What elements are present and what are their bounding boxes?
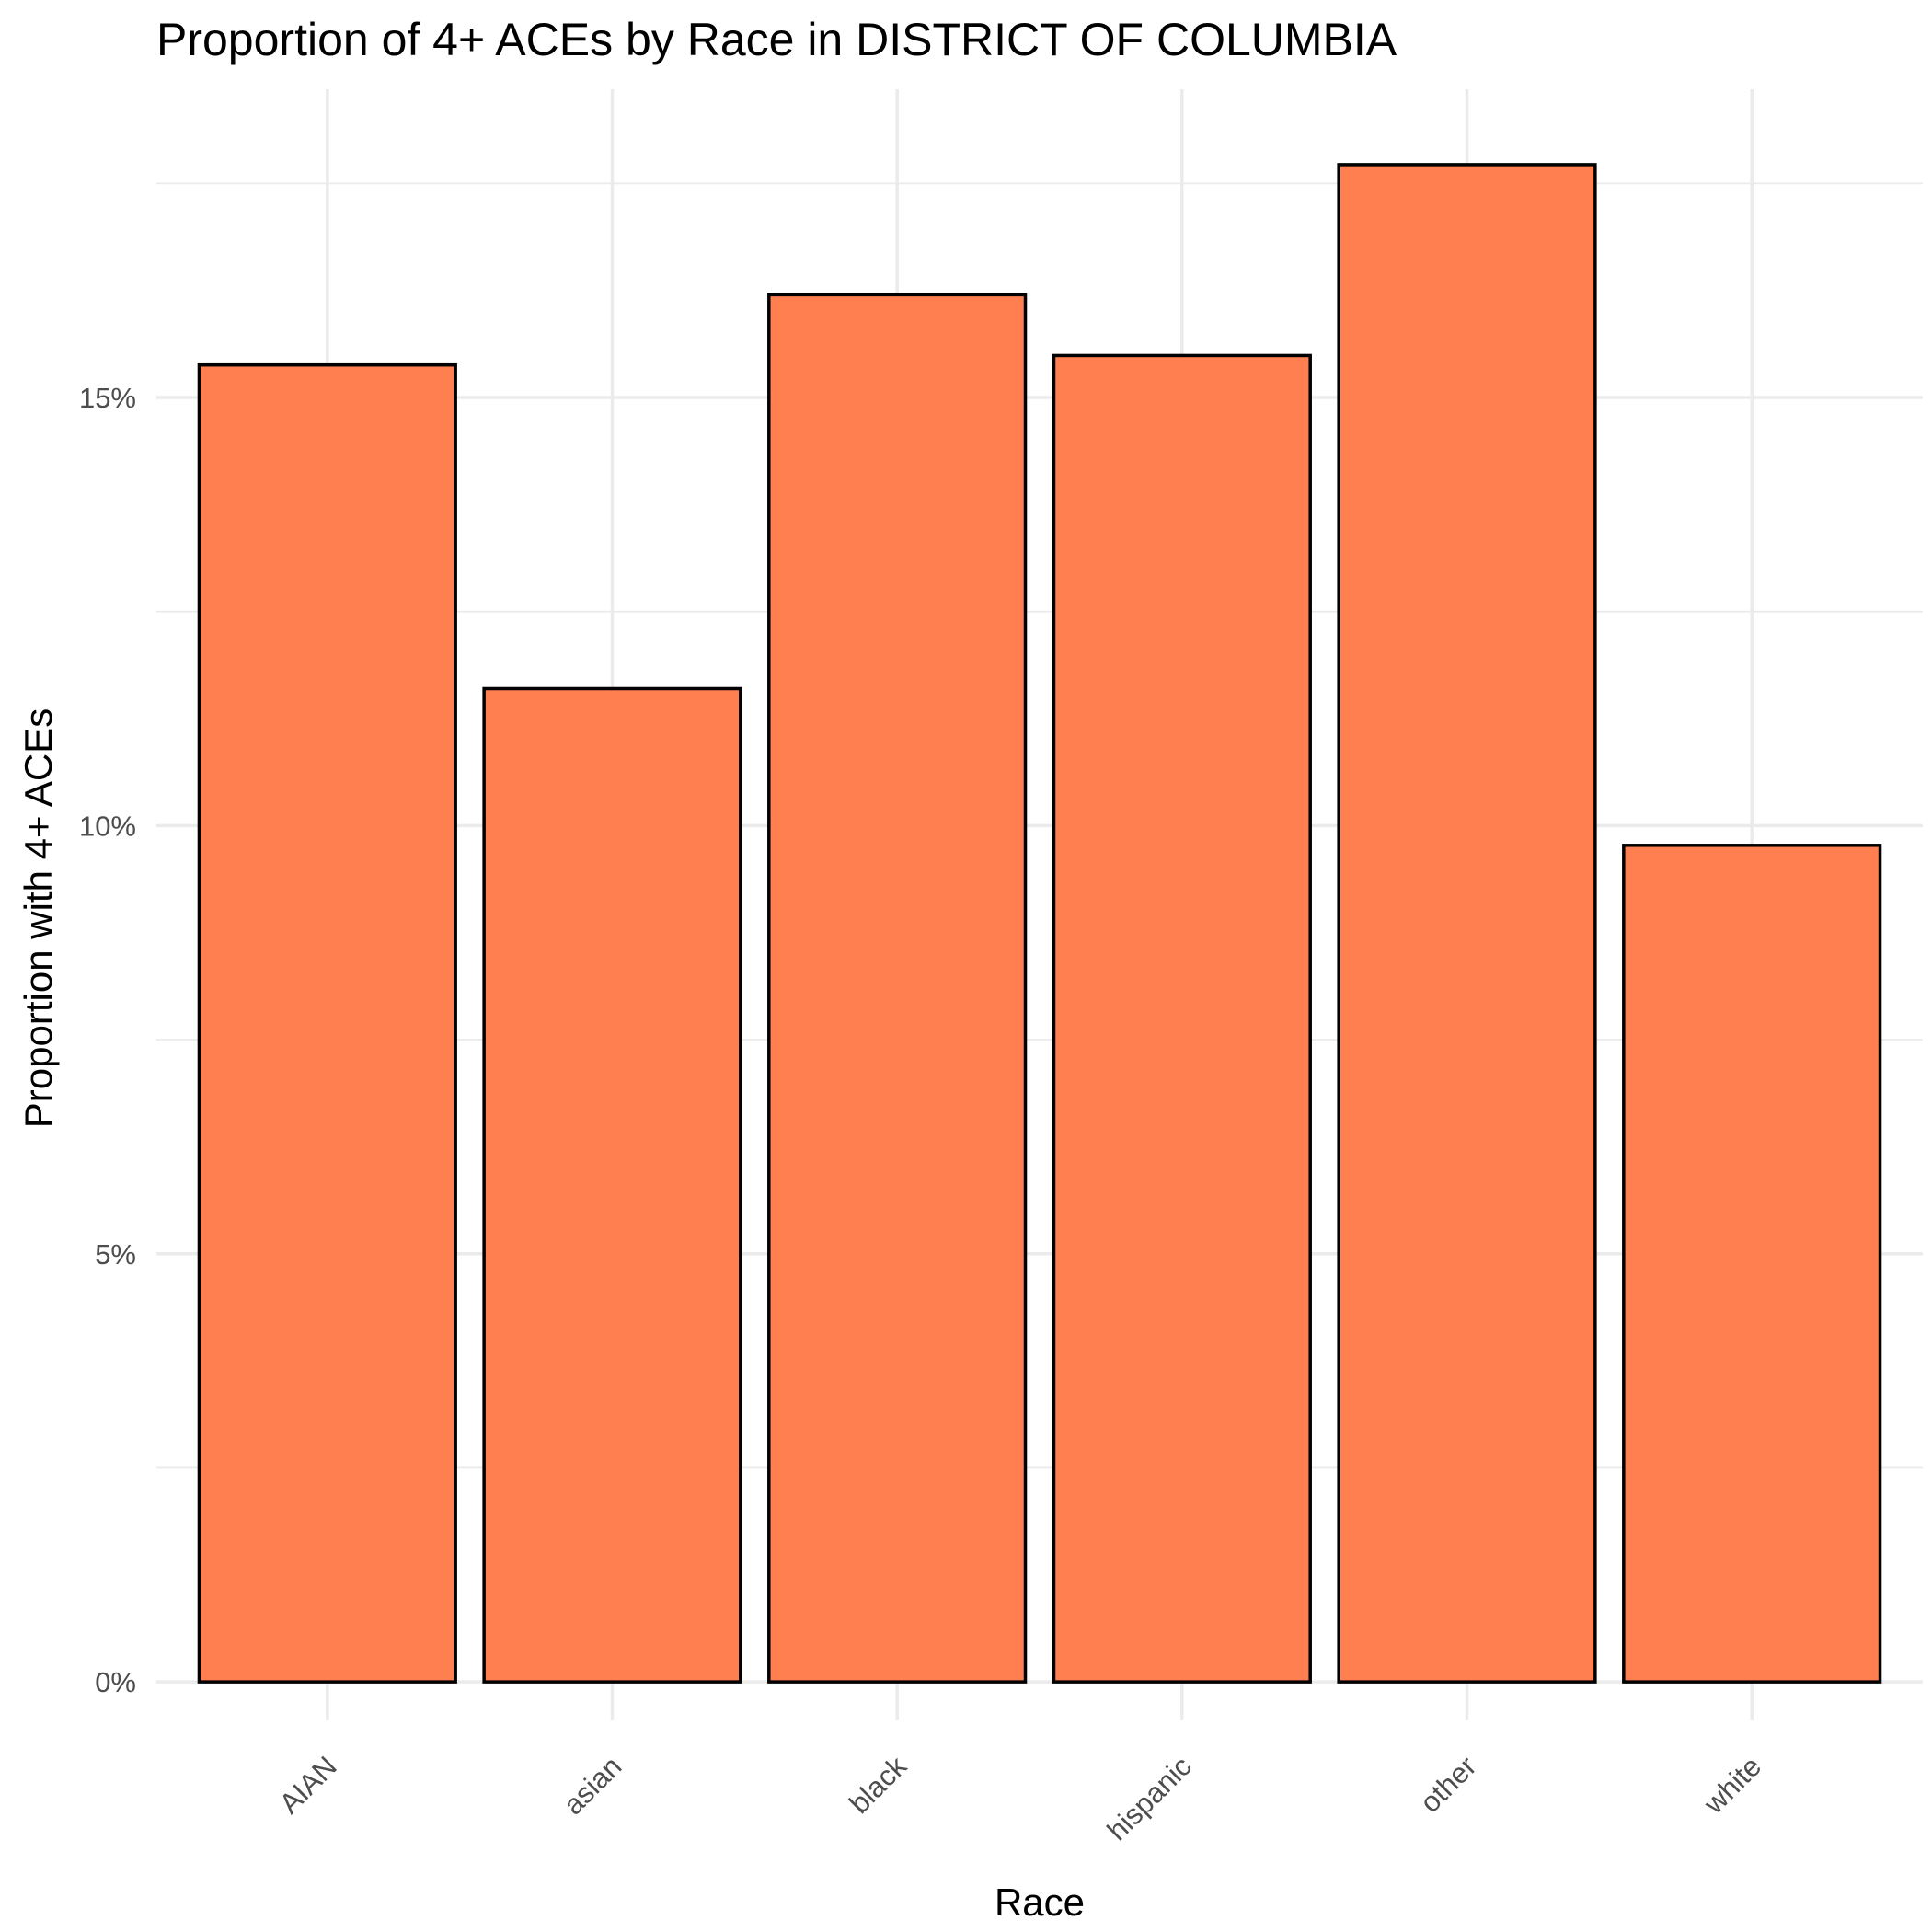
x-axis-tick-labels: AIAN asian black hispanic other white — [273, 1750, 1767, 1847]
y-tick-label: 5% — [95, 1238, 136, 1271]
y-tick-label: 10% — [79, 810, 136, 842]
x-tick-label: other — [1414, 1750, 1483, 1819]
x-tick-label: white — [1697, 1750, 1768, 1821]
y-axis-title: Proportion with 4+ ACEs — [17, 708, 60, 1128]
bar-other — [1337, 163, 1597, 1684]
y-axis-tick-labels: 0% 5% 10% 15% — [79, 382, 136, 1698]
y-tick-label: 0% — [95, 1666, 136, 1698]
x-tick-label: AIAN — [273, 1750, 343, 1820]
bars — [197, 163, 1882, 1684]
y-tick-label: 15% — [79, 382, 136, 414]
x-tick-label: black — [843, 1750, 913, 1820]
bar-hispanic — [1052, 353, 1312, 1684]
bar-white — [1622, 844, 1882, 1684]
x-tick-label: asian — [557, 1750, 627, 1821]
bar-aian — [197, 362, 457, 1684]
bar-black — [767, 293, 1028, 1684]
x-axis-title: Race — [995, 1880, 1085, 1924]
bar-asian — [482, 686, 742, 1684]
chart-title: Proportion of 4+ ACEs by Race in DISTRIC… — [156, 14, 1397, 65]
x-tick-label: hispanic — [1101, 1750, 1198, 1846]
